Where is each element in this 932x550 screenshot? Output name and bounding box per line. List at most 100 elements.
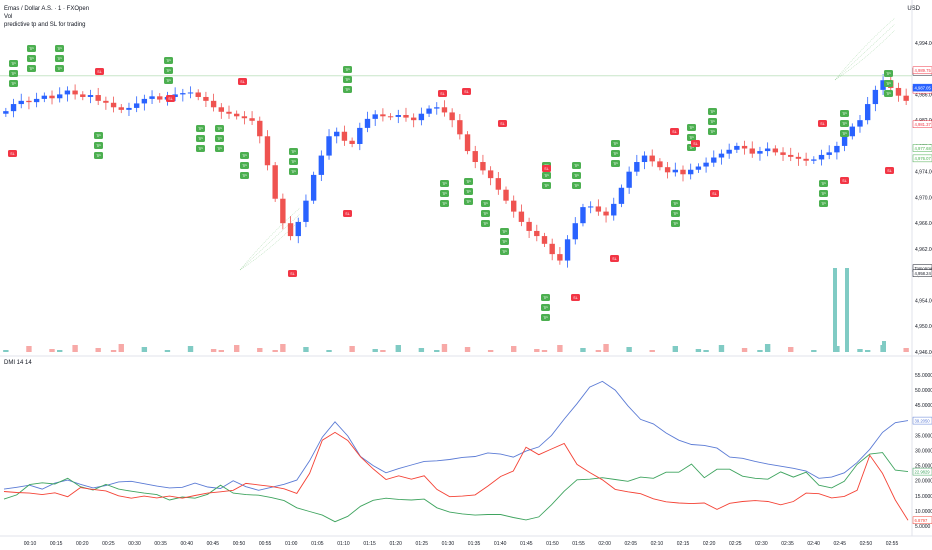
volume-bar	[303, 347, 309, 352]
tp-label: TP	[613, 152, 618, 156]
sl-label: SL	[544, 167, 548, 171]
volume-bar	[595, 350, 602, 352]
volume-bar	[110, 350, 117, 352]
candle-body	[641, 155, 648, 163]
sl-label: SL	[10, 152, 14, 156]
candle-body	[895, 87, 902, 96]
candle-body	[434, 107, 440, 109]
price-tick-label: 4,970.00	[915, 195, 932, 201]
tp-badge: TP	[94, 152, 103, 159]
tp-label: TP	[291, 170, 296, 174]
volume-bar	[487, 350, 494, 352]
candle-body	[403, 115, 409, 118]
indicator-label[interactable]: predictive tp and SL for trading	[4, 22, 86, 28]
tp-label: TP	[217, 137, 222, 141]
tp-label: TP	[217, 147, 222, 151]
tp-badge: TP	[819, 180, 828, 187]
tp-label: TP	[291, 160, 296, 164]
volume-bar	[857, 349, 863, 352]
tp-badge: TP	[9, 70, 18, 77]
candle-body	[618, 187, 625, 204]
tp-label: TP	[29, 67, 34, 71]
tp-label: TP	[57, 67, 62, 71]
tp-badge: TP	[572, 182, 581, 189]
tp-label: TP	[673, 222, 678, 226]
tp-badge: TP	[343, 66, 352, 73]
candle-body	[226, 111, 232, 114]
sl-label: SL	[500, 122, 504, 126]
time-tick-label: 01:40	[494, 541, 507, 547]
tp-badge: TP	[289, 168, 298, 175]
tp-badge: TP	[215, 125, 224, 132]
tp-label: TP	[198, 147, 203, 151]
volume-bar	[534, 349, 540, 352]
tp-badge: TP	[687, 134, 696, 141]
tp-badge: TP	[542, 182, 551, 189]
tp-label: TP	[345, 78, 350, 82]
price-axis-tag: 4,976.07	[912, 154, 932, 163]
tp-badge: TP	[687, 124, 696, 131]
volume-bar	[649, 350, 655, 352]
time-tick-label: 01:15	[363, 541, 376, 547]
candle-body	[203, 96, 209, 101]
volume-bar	[788, 347, 794, 352]
price-axis-tag: 4,989.75	[912, 66, 932, 74]
candle-body	[703, 162, 709, 167]
sl-badge: SL	[840, 177, 849, 184]
volume-bar	[95, 348, 101, 352]
dmi-tick-label: 15.0000	[915, 494, 932, 500]
candle-body	[26, 100, 32, 103]
time-tick-label: 02:25	[729, 541, 742, 547]
dmi-title[interactable]: DMI 14 14	[4, 360, 32, 366]
candle-body	[534, 230, 540, 237]
tp-badge: TP	[840, 110, 849, 117]
tp-label: TP	[57, 57, 62, 61]
volume-label[interactable]: Vol	[4, 14, 13, 20]
tp-badge: TP	[500, 248, 509, 255]
tp-label: TP	[613, 162, 618, 166]
price-tag-text: 4,976.07	[915, 156, 932, 161]
candle-body	[33, 98, 40, 103]
tp-label: TP	[483, 202, 488, 206]
tp-label: TP	[689, 136, 694, 140]
tp-label: TP	[11, 82, 16, 86]
price-axis-tag: 4,977.68	[912, 144, 932, 152]
tp-badge: TP	[343, 76, 352, 83]
candle-body	[149, 96, 155, 99]
symbol-title[interactable]: Emas / Dollar A.S. · 1 · FXOpen	[4, 6, 90, 12]
volume-bar	[395, 345, 401, 352]
tp-badge: TP	[164, 77, 173, 84]
tp-badge: TP	[440, 190, 449, 197]
candle-body	[41, 95, 48, 99]
tp-badge: TP	[440, 200, 449, 207]
tp-label: TP	[11, 62, 16, 66]
time-tick-label: 02:10	[651, 541, 664, 547]
currency-label[interactable]: USD	[907, 6, 920, 12]
candle-body	[841, 136, 848, 146]
tp-badge: TP	[481, 210, 490, 217]
candle-body	[718, 153, 725, 158]
tp-badge: TP	[343, 86, 352, 93]
candle-body	[480, 162, 486, 171]
tp-badge: TP	[884, 80, 893, 87]
tp-badge: TP	[215, 145, 224, 152]
tp-label: TP	[466, 190, 471, 194]
dmi-plus-line	[3, 380, 909, 491]
tp-badge: TP	[611, 160, 620, 167]
volume-bar	[811, 350, 817, 352]
price-tag-text: 4,958.24	[915, 271, 932, 276]
tp-label: TP	[886, 72, 891, 76]
candle-body	[318, 155, 325, 175]
candle-body	[118, 107, 124, 110]
volume-bar	[187, 346, 194, 352]
tp-label: TP	[483, 212, 488, 216]
candle-body	[803, 158, 809, 161]
dmi-tick-label: 55.0000	[915, 373, 932, 379]
tp-label: TP	[466, 180, 471, 184]
dmi-tick-label: 45.0000	[915, 403, 932, 409]
candle-body	[357, 127, 363, 144]
sl-label: SL	[842, 179, 846, 183]
candle-body	[110, 102, 117, 108]
candle-body	[587, 206, 594, 208]
